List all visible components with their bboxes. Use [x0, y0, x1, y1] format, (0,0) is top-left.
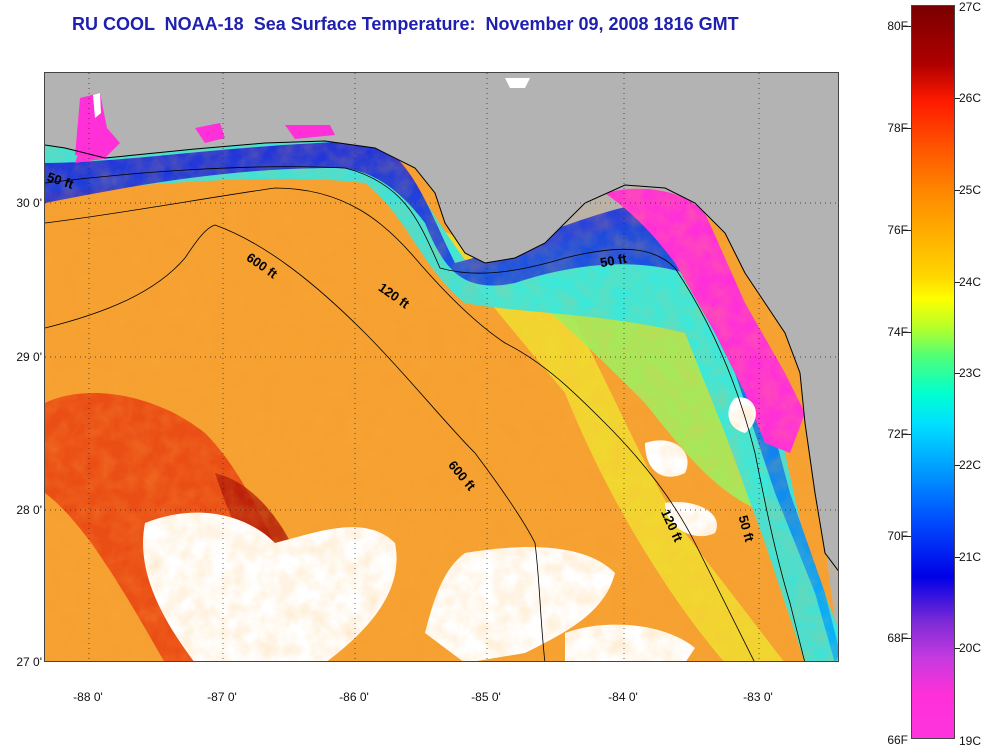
colorbar-f-80: 80F	[887, 19, 908, 33]
lat-label-30: 30 0'	[16, 196, 42, 210]
bay-choctaw	[285, 125, 335, 139]
lat-label-29: 29 0'	[16, 350, 42, 364]
graticule	[45, 73, 838, 661]
lon-label-84: -84 0'	[608, 690, 638, 704]
colorbar-c-20: 20C	[959, 641, 982, 655]
colorbar-c-23: 23C	[959, 366, 982, 380]
colorbar-c-24: 24C	[959, 275, 982, 289]
colorbar-c-25: 25C	[959, 183, 982, 197]
colorbar-f-72: 72F	[887, 427, 908, 441]
coastline	[45, 140, 838, 572]
contour-120ft	[45, 187, 755, 661]
contour-600ft	[45, 224, 546, 661]
contour-50ft	[45, 166, 805, 661]
bay-mobile	[75, 93, 120, 158]
temperature-colorbar	[911, 5, 955, 739]
lat-label-28: 28 0'	[16, 503, 42, 517]
colorbar-c-19: 19C	[959, 734, 982, 748]
lon-label-86: -86 0'	[339, 690, 369, 704]
lon-label-83: -83 0'	[743, 690, 773, 704]
lon-label-87: -87 0'	[207, 690, 237, 704]
colorbar-f-76: 76F	[887, 223, 908, 237]
colorbar-f-74: 74F	[887, 325, 908, 339]
sst-map: 50 ft 600 ft 120 ft 50 ft 600 ft 120 ft …	[44, 72, 839, 662]
sst-map-graphic	[45, 73, 838, 661]
colorbar-f-66: 66F	[887, 733, 908, 747]
colorbar-f-68: 68F	[887, 631, 908, 645]
colorbar-f-78: 78F	[887, 121, 908, 135]
land-mass	[45, 73, 838, 571]
lon-label-88: -88 0'	[73, 690, 103, 704]
colorbar-c-27: 27C	[959, 0, 982, 14]
colorbar-f-70: 70F	[887, 529, 908, 543]
lat-label-27: 27 0'	[16, 655, 42, 669]
colorbar-c-21: 21C	[959, 550, 982, 564]
bay-pensacola	[195, 123, 225, 143]
colorbar-c-26: 26C	[959, 91, 982, 105]
map-title: RU COOL NOAA-18 Sea Surface Temperature:…	[72, 14, 739, 34]
colorbar-c-22: 22C	[959, 458, 982, 472]
lon-label-85: -85 0'	[471, 690, 501, 704]
